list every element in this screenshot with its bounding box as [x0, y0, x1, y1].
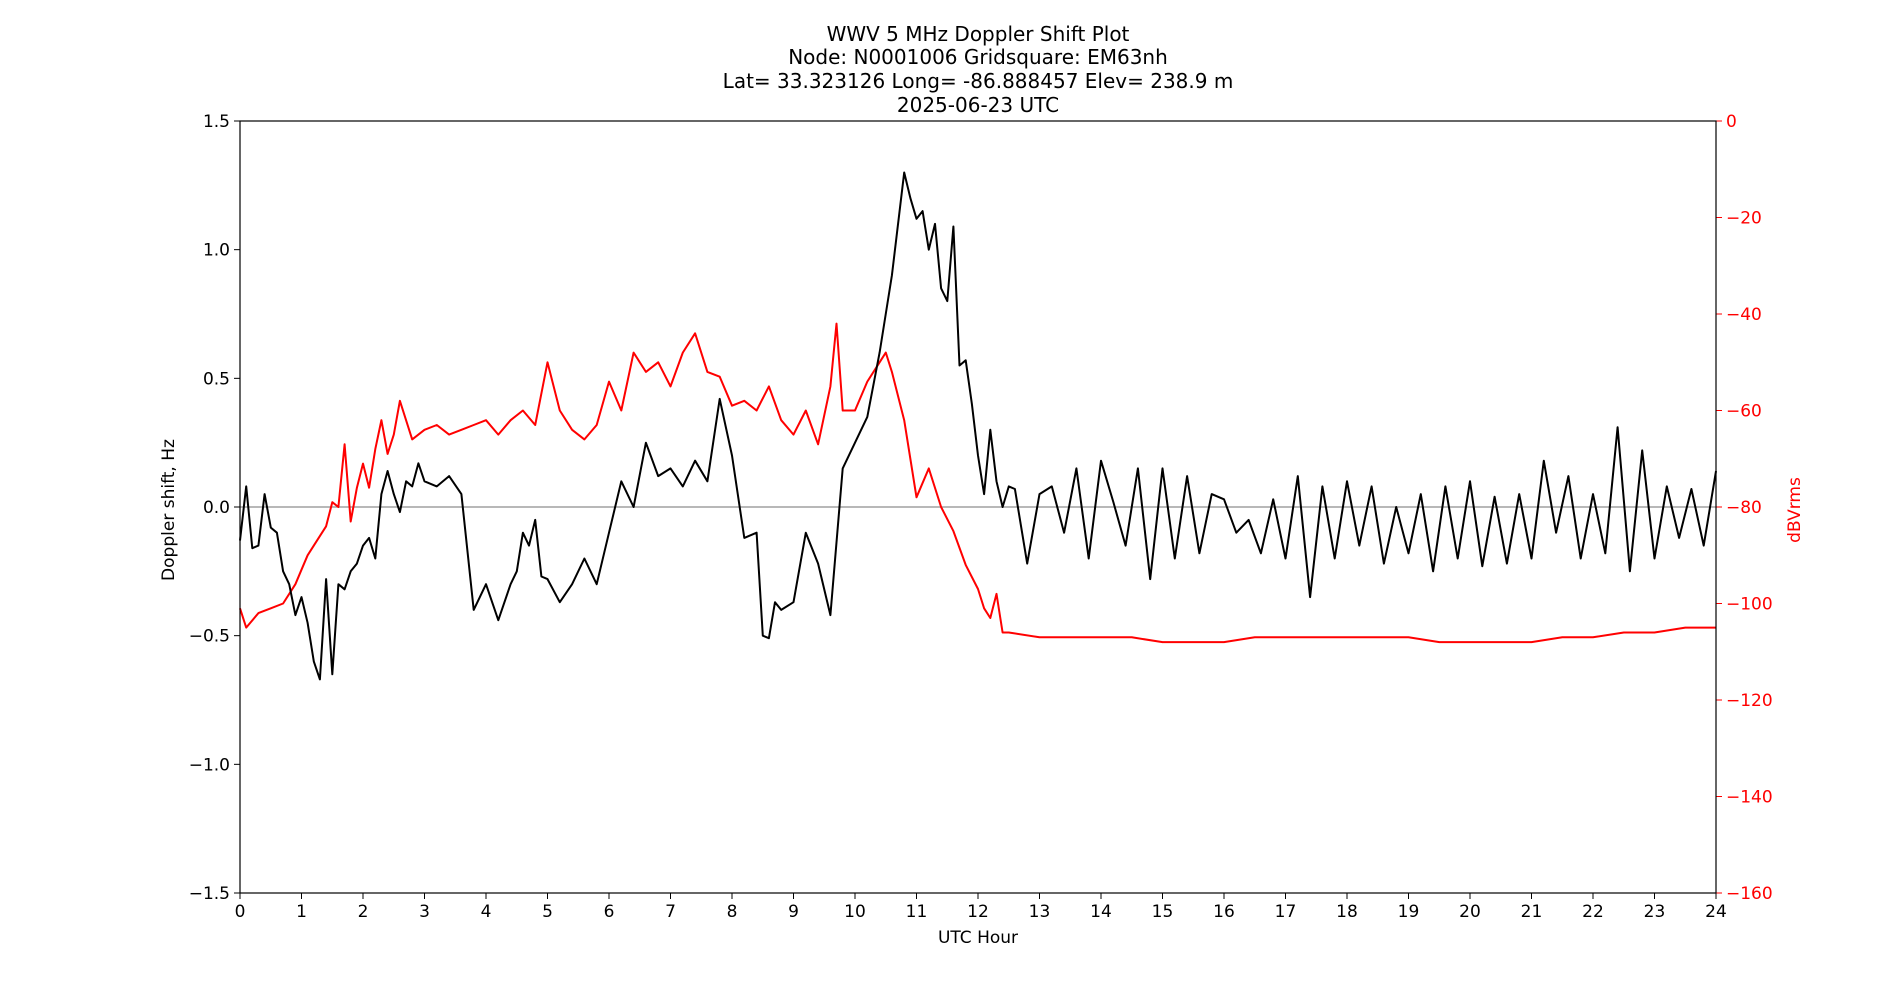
x-tick-label: 10 — [844, 902, 866, 922]
right-y-tick-label: −160 — [1726, 884, 1773, 904]
x-tick-label: 19 — [1398, 902, 1420, 922]
right-y-tick-label: 0 — [1726, 112, 1737, 132]
x-tick-label: 5 — [542, 902, 553, 922]
x-tick-label: 15 — [1152, 902, 1174, 922]
right-y-tick-label: −140 — [1726, 788, 1773, 808]
x-tick-label: 12 — [967, 902, 989, 922]
x-tick-label: 18 — [1336, 902, 1358, 922]
x-tick-label: 22 — [1582, 902, 1604, 922]
right-y-tick-label: −40 — [1726, 305, 1762, 325]
x-tick-label: 16 — [1213, 902, 1235, 922]
x-tick-label: 20 — [1459, 902, 1481, 922]
left-y-tick-label: 1.0 — [203, 241, 230, 261]
x-tick-label: 6 — [604, 902, 615, 922]
x-tick-label: 1 — [296, 902, 307, 922]
power-series-line — [239, 322, 1716, 644]
left-y-tick-label: −0.5 — [189, 627, 230, 647]
right-y-tick-label: −100 — [1726, 595, 1773, 615]
right-y-tick-label: −80 — [1726, 498, 1762, 518]
x-tick-label: 4 — [481, 902, 492, 922]
x-ticks: 0 1 2 3 4 5 6 7 8 9 10 11 12 13 14 15 16 17 18 19 20 21 22 23 24 — [235, 893, 1727, 922]
right-y-tick-label: −20 — [1726, 209, 1762, 229]
x-tick-label: 24 — [1705, 902, 1727, 922]
left-y-ticks: 1.5 1.0 0.5 0.0 −0.5 −1.0 −1.5 — [189, 112, 240, 904]
chart-node-line: Node: N0001006 Gridsquare: EM63nh — [788, 45, 1168, 69]
plot-frame — [239, 120, 1717, 894]
chart-location-line: Lat= 33.323126 Long= -86.888457 Elev= 23… — [723, 69, 1234, 93]
x-tick-label: 7 — [665, 902, 676, 922]
x-tick-label: 17 — [1275, 902, 1297, 922]
x-tick-label: 3 — [419, 902, 430, 922]
left-y-tick-label: −1.5 — [189, 884, 230, 904]
x-tick-label: 21 — [1521, 902, 1543, 922]
x-tick-label: 13 — [1029, 902, 1051, 922]
left-y-tick-label: 1.5 — [203, 112, 230, 132]
left-y-axis-label: Doppler shift, Hz — [159, 439, 179, 581]
x-tick-label: 8 — [727, 902, 738, 922]
left-y-tick-label: 0.0 — [203, 498, 230, 518]
chart-date-line: 2025-06-23 UTC — [897, 93, 1059, 117]
left-y-tick-label: 0.5 — [203, 369, 230, 389]
x-tick-label: 11 — [906, 902, 928, 922]
x-tick-label: 2 — [358, 902, 369, 922]
right-y-tick-label: −60 — [1726, 402, 1762, 422]
chart-title: WWV 5 MHz Doppler Shift Plot — [827, 22, 1130, 46]
x-tick-label: 0 — [235, 902, 246, 922]
x-axis-label: UTC Hour — [938, 928, 1018, 948]
doppler-series-line — [239, 171, 1717, 681]
x-tick-label: 9 — [788, 902, 799, 922]
right-y-axis-label: dBVrms — [1785, 477, 1805, 543]
x-tick-label: 23 — [1644, 902, 1666, 922]
left-y-tick-label: −1.0 — [189, 755, 230, 775]
right-y-tick-label: −120 — [1726, 691, 1773, 711]
right-y-ticks: 0 −20 −40 −60 −80 −100 −120 −140 −160 — [1716, 112, 1773, 904]
x-tick-label: 14 — [1090, 902, 1112, 922]
